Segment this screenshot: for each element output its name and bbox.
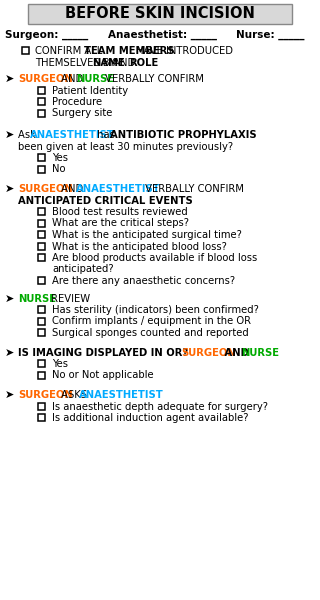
Text: ➤: ➤ [5, 347, 14, 358]
Text: SURGEON: SURGEON [18, 184, 73, 194]
Text: anticipated?: anticipated? [52, 265, 114, 275]
Text: NURSE: NURSE [76, 74, 114, 84]
Text: BEFORE SKIN INCISION: BEFORE SKIN INCISION [65, 5, 255, 20]
Text: VERBALLY CONFIRM: VERBALLY CONFIRM [102, 74, 204, 84]
Text: HAVE INTRODUCED: HAVE INTRODUCED [136, 46, 233, 56]
Text: ➤: ➤ [5, 293, 14, 304]
Bar [38, 414, 45, 421]
Text: NURSE: NURSE [241, 347, 279, 358]
Text: ANAESTHETIST: ANAESTHETIST [30, 130, 115, 140]
Text: CONFIRM ALL: CONFIRM ALL [35, 46, 105, 56]
Text: REVIEW: REVIEW [48, 293, 90, 304]
Text: What are the critical steps?: What are the critical steps? [52, 218, 189, 229]
Text: ➤: ➤ [5, 130, 14, 140]
Text: ANTICIPATED CRITICAL EVENTS: ANTICIPATED CRITICAL EVENTS [18, 196, 193, 205]
Text: Surgery site: Surgery site [52, 109, 112, 118]
Text: AND: AND [58, 74, 86, 84]
Text: Nurse: _____: Nurse: _____ [236, 30, 305, 40]
Bar [38, 242, 45, 250]
Text: AND: AND [58, 184, 86, 194]
Text: ANAESTHETIST: ANAESTHETIST [76, 184, 161, 194]
Bar [38, 360, 45, 367]
Text: Blood test results reviewed: Blood test results reviewed [52, 207, 188, 217]
Bar [38, 166, 45, 173]
Text: Surgeon: _____: Surgeon: _____ [5, 30, 88, 40]
Bar [38, 86, 45, 94]
Bar [38, 277, 45, 284]
Text: ASKS: ASKS [58, 390, 90, 400]
Bar [38, 220, 45, 226]
Text: No or Not applicable: No or Not applicable [52, 370, 154, 380]
Text: ➤: ➤ [5, 74, 14, 84]
Text: has: has [94, 130, 118, 140]
Bar [38, 231, 45, 238]
Text: TEAM MEMBERS: TEAM MEMBERS [84, 46, 174, 56]
Bar [38, 208, 45, 215]
Text: NURSE: NURSE [18, 293, 56, 304]
Text: Surgical sponges counted and reported: Surgical sponges counted and reported [52, 328, 249, 338]
Bar [38, 98, 45, 105]
Text: VERBALLY CONFIRM: VERBALLY CONFIRM [142, 184, 244, 194]
Text: Patient Identity: Patient Identity [52, 85, 128, 95]
Bar [38, 306, 45, 313]
Text: SURGEON: SURGEON [18, 390, 73, 400]
Text: been given at least 30 minutes previously?: been given at least 30 minutes previousl… [18, 142, 233, 151]
Text: Are there any anaesthetic concerns?: Are there any anaesthetic concerns? [52, 276, 235, 286]
Text: No: No [52, 164, 66, 175]
Bar [38, 154, 45, 161]
Text: ➤: ➤ [5, 390, 14, 400]
Text: Ask: Ask [18, 130, 39, 140]
Text: Yes: Yes [52, 153, 68, 163]
Bar [22, 47, 29, 54]
Text: THEMSELVES BY: THEMSELVES BY [35, 58, 118, 67]
Bar [38, 403, 45, 409]
Bar [38, 109, 45, 116]
Bar [38, 254, 45, 261]
Text: Yes: Yes [52, 359, 68, 369]
Bar [38, 317, 45, 325]
Text: AND: AND [221, 347, 252, 358]
Text: AND: AND [110, 58, 138, 67]
Text: Is anaesthetic depth adequate for surgery?: Is anaesthetic depth adequate for surger… [52, 401, 268, 412]
Text: Procedure: Procedure [52, 97, 102, 107]
Text: Are blood products available if blood loss: Are blood products available if blood lo… [52, 253, 257, 263]
Bar [38, 371, 45, 379]
Bar [38, 329, 45, 336]
Text: NAME: NAME [92, 58, 125, 67]
Text: ANAESTHETIST: ANAESTHETIST [79, 390, 164, 400]
Text: SURGEON: SURGEON [18, 74, 73, 84]
Text: Anaesthetist: _____: Anaesthetist: _____ [108, 30, 217, 40]
Text: ANTIBIOTIC PROPHYLAXIS: ANTIBIOTIC PROPHYLAXIS [110, 130, 257, 140]
Text: Has sterility (indicators) been confirmed?: Has sterility (indicators) been confirme… [52, 305, 259, 315]
Bar [28, 4, 292, 24]
Text: IS IMAGING DISPLAYED IN OR?: IS IMAGING DISPLAYED IN OR? [18, 347, 192, 358]
Text: SURGEON: SURGEON [181, 347, 236, 358]
Text: What is the anticipated blood loss?: What is the anticipated blood loss? [52, 241, 227, 251]
Text: ➤: ➤ [5, 184, 14, 194]
Text: ROLE: ROLE [129, 58, 158, 67]
Text: Is additional induction agent available?: Is additional induction agent available? [52, 413, 249, 423]
Text: Confirm implants / equipment in the OR: Confirm implants / equipment in the OR [52, 317, 251, 326]
Text: What is the anticipated surgical time?: What is the anticipated surgical time? [52, 230, 242, 240]
